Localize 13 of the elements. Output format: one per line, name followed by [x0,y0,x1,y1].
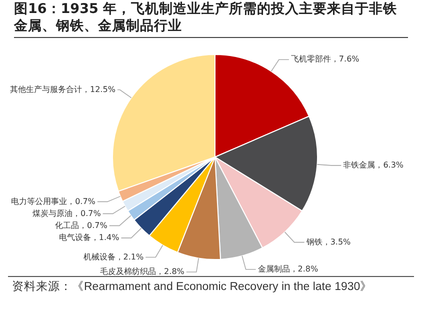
slice-label: 化工品，0.7% [55,220,108,230]
slice-label: 非铁金属，6.3% [343,160,404,170]
slice-label: 电气设备，1.4% [58,233,120,242]
slice-label: 电力等公用事业，0.7% [11,196,96,206]
slice-label: 机械设备，2.1% [83,252,144,262]
slice-label: 金属制品，2.8% [258,264,319,274]
slice-label: 飞机零部件，7.6% [290,54,360,64]
slice-label: 毛皮及棉纺织品，2.8% [100,267,185,276]
slice-label: 钢铁，3.5% [305,237,352,246]
chart-title: 图16：1935 年，飞机制造业生产所需的投入主要来自于非铁金属、钢铁、金属制品行业 [14,0,408,38]
slice-label: 煤炭与原油，0.7% [32,208,102,218]
text: 资料来源：《Rearmament and Economic Recovery in the late 1930》 [12,280,374,295]
slice-label: 其他生产与服务合计，12.5% [10,84,116,94]
